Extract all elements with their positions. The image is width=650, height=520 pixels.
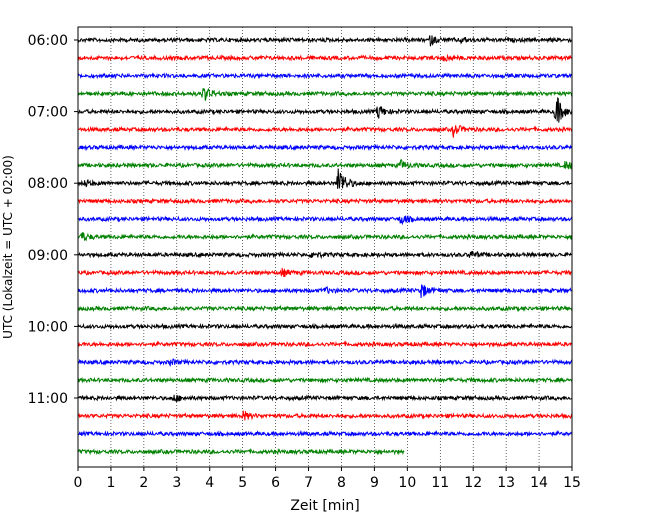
x-tick-label: 6	[271, 475, 280, 491]
seismic-trace	[77, 394, 573, 403]
x-tick-label: 15	[563, 475, 581, 491]
seismic-trace	[77, 35, 573, 47]
seismic-trace	[77, 429, 573, 438]
x-tick-label: 13	[497, 475, 515, 491]
x-tick-label: 12	[464, 475, 482, 491]
y-tick-label: 07:00	[28, 105, 68, 121]
seismic-trace	[77, 168, 573, 189]
seismic-trace	[77, 447, 405, 456]
x-tick-label: 5	[238, 475, 247, 491]
seismic-trace	[77, 125, 573, 138]
y-tick-label: 08:00	[28, 176, 68, 192]
y-axis-ticks: 06:00 07:00 08:00 09:00 10:00 11:00	[28, 33, 78, 407]
seismic-trace	[77, 215, 573, 226]
x-tick-label: 3	[172, 475, 181, 491]
seismic-trace	[77, 53, 573, 62]
y-tick-label: 06:00	[28, 33, 68, 49]
seismic-trace	[77, 97, 573, 123]
seismic-trace	[77, 143, 573, 152]
x-tick-label: 9	[370, 475, 379, 491]
x-tick-label: 4	[205, 475, 214, 491]
x-tick-label: 1	[106, 475, 115, 491]
plot-frame	[77, 26, 573, 468]
x-tick-label: 8	[337, 475, 346, 491]
seismic-traces	[77, 35, 573, 456]
y-axis-label: UTC (Lokalzeit = UTC + 02:00)	[1, 155, 15, 339]
seismic-trace	[77, 376, 573, 384]
seismic-trace	[77, 410, 573, 421]
seismic-trace	[77, 197, 573, 205]
x-axis-ticks: 0 1 2 3 4 5 6 7 8 9 10 11 12 13 14 15	[74, 467, 581, 491]
y-tick-label: 09:00	[28, 248, 68, 264]
x-tick-label: 11	[431, 475, 449, 491]
x-axis-label: Zeit [min]	[290, 498, 359, 514]
seismic-trace	[77, 284, 573, 299]
seismic-trace	[77, 72, 573, 80]
x-tick-label: 10	[398, 475, 416, 491]
seismic-trace	[77, 267, 572, 278]
x-tick-label: 14	[530, 475, 548, 491]
x-tick-label: 2	[139, 475, 148, 491]
seismic-trace	[77, 158, 573, 170]
x-tick-label: 0	[74, 475, 83, 491]
seismic-trace	[77, 322, 573, 330]
seismic-trace	[77, 232, 573, 242]
seismic-trace	[77, 340, 573, 348]
seismic-trace	[77, 304, 573, 313]
y-tick-label: 11:00	[28, 391, 68, 407]
y-tick-label: 10:00	[28, 319, 68, 335]
grid-lines	[110, 27, 540, 467]
seismic-trace	[78, 358, 573, 367]
x-tick-label: 7	[304, 475, 313, 491]
seismic-trace	[77, 250, 573, 260]
seismic-trace	[77, 87, 573, 101]
